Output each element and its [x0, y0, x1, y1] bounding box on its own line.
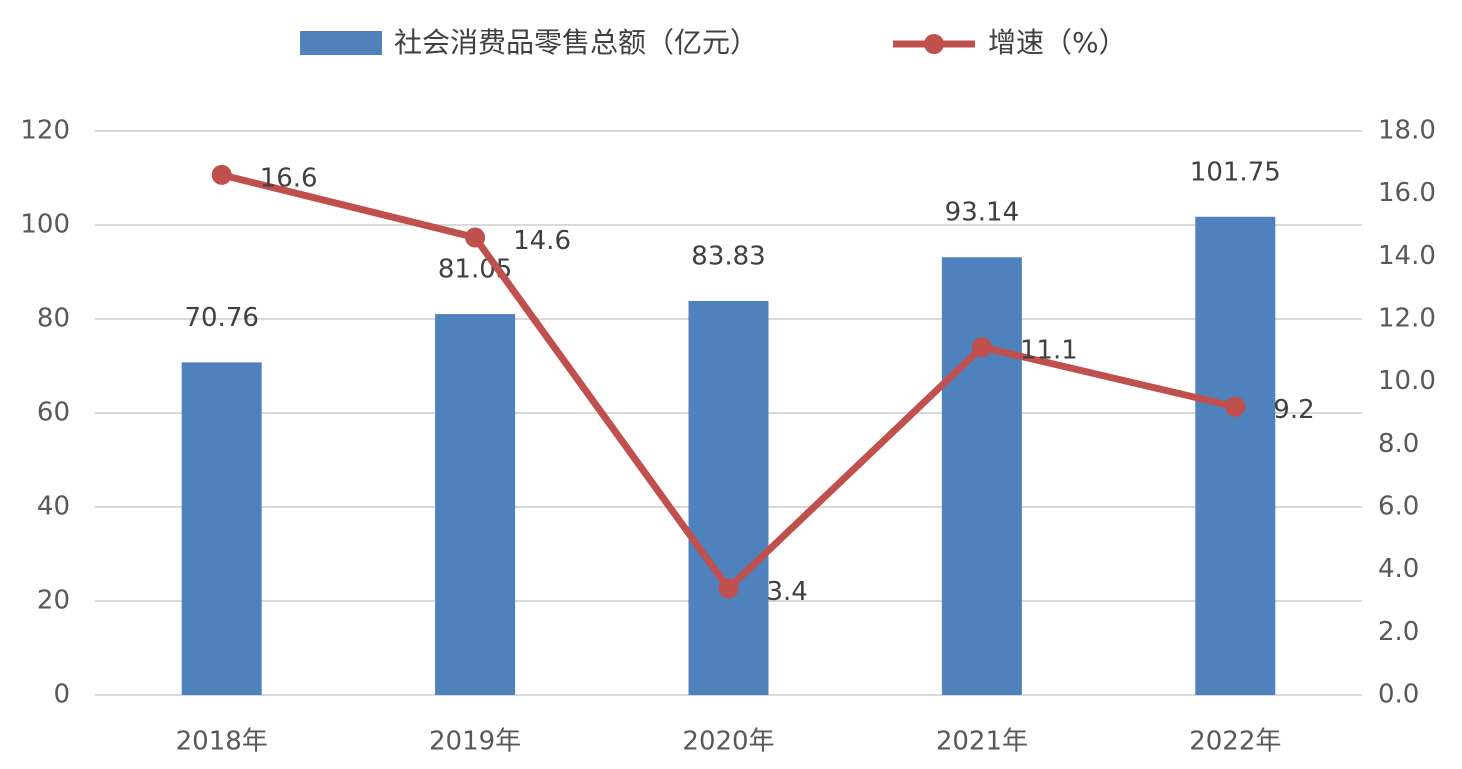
- marker: [718, 578, 739, 599]
- legend-label: 社会消费品零售总额（亿元）: [394, 26, 758, 59]
- y-tick-label: 100: [20, 210, 70, 240]
- marker: [211, 164, 232, 185]
- y-tick-label: 120: [20, 116, 70, 146]
- y-tick-label: 40: [37, 492, 70, 522]
- bar: [941, 257, 1022, 695]
- marker: [465, 227, 486, 248]
- legend-swatch: [300, 31, 382, 55]
- legend-swatch: [924, 34, 944, 54]
- y2-tick-label: 18.0: [1378, 116, 1436, 146]
- x-tick-label: 2020年: [682, 727, 774, 757]
- y-tick-label: 60: [37, 398, 70, 428]
- marker: [1225, 396, 1246, 417]
- data-label: 70.76: [184, 303, 258, 333]
- data-label: 16.6: [260, 163, 318, 193]
- x-tick-label: 2021年: [936, 727, 1028, 757]
- y-tick-label: 20: [37, 586, 70, 616]
- y-tick-label: 0: [53, 680, 70, 710]
- data-label: 3.4: [767, 577, 808, 607]
- data-label: 11.1: [1020, 336, 1078, 366]
- marker: [971, 337, 992, 358]
- y2-tick-label: 10.0: [1378, 366, 1436, 396]
- bar: [435, 314, 516, 695]
- y2-tick-label: 12.0: [1378, 304, 1436, 334]
- y2-tick-label: 8.0: [1378, 429, 1419, 459]
- x-tick-label: 2018年: [176, 727, 268, 757]
- data-label: 9.2: [1273, 395, 1314, 425]
- y2-tick-label: 0.0: [1378, 680, 1419, 710]
- y2-tick-label: 4.0: [1378, 554, 1419, 584]
- x-tick-label: 2022年: [1189, 727, 1281, 757]
- data-label: 93.14: [945, 198, 1019, 228]
- x-tick-label: 2019年: [429, 727, 521, 757]
- data-label: 83.83: [691, 241, 765, 271]
- bar: [1195, 216, 1276, 695]
- bar: [181, 362, 262, 695]
- bar: [688, 300, 769, 695]
- y2-tick-label: 14.0: [1378, 241, 1436, 271]
- y-tick-label: 80: [37, 304, 70, 334]
- y2-tick-label: 2.0: [1378, 617, 1419, 647]
- legend-label: 增速（%）: [988, 26, 1127, 59]
- data-label: 14.6: [513, 226, 571, 256]
- data-label: 101.75: [1190, 157, 1281, 187]
- y2-tick-label: 6.0: [1378, 492, 1419, 522]
- y2-tick-label: 16.0: [1378, 178, 1436, 208]
